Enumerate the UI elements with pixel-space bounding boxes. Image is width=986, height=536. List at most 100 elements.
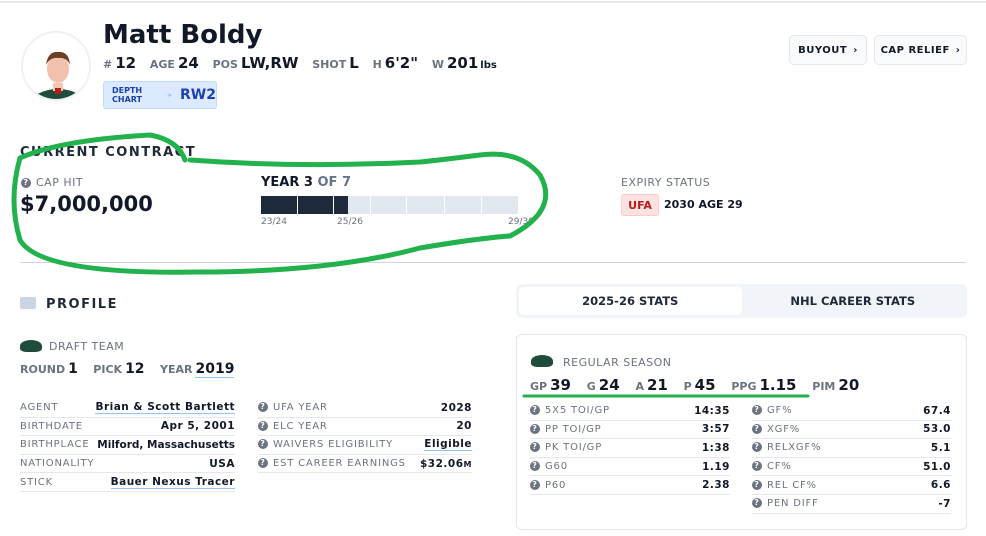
stick-link[interactable]: Bauer Nexus Tracer	[110, 475, 235, 489]
pick-value: 12	[125, 361, 145, 377]
help-icon[interactable]: ?	[258, 439, 268, 450]
buyout-button[interactable]: BUYOUT ›	[789, 35, 867, 65]
row-label: PK TOI/GP	[545, 442, 603, 454]
regular-season-label: REGULAR SEASON	[563, 356, 672, 369]
row-value: 51.0	[923, 460, 951, 473]
row-label: P60	[545, 479, 567, 491]
table-row: ? EST CAREER EARNINGS $32.06M	[258, 455, 472, 474]
help-icon[interactable]: ?	[530, 405, 540, 416]
row-unit: M	[463, 459, 472, 469]
weight-unit: lbs	[480, 60, 497, 71]
table-row: ? PEN DIFF -7	[752, 495, 951, 514]
depth-chart-label: DEPTH CHART	[112, 86, 143, 104]
row-label: G60	[545, 461, 568, 473]
row-value: Apr 5, 2001	[160, 420, 235, 433]
depth-chart-link[interactable]: DEPTH CHART ▸ RW2	[103, 81, 217, 109]
ppg-value: 1.15	[759, 376, 797, 394]
help-icon[interactable]: ?	[530, 461, 540, 472]
help-icon[interactable]: ?	[258, 458, 268, 469]
table-row: ? WAIVERS ELIGIBILITY Eligible	[258, 436, 472, 455]
depth-chart-value: RW2	[180, 87, 216, 103]
position-label: POS	[212, 58, 238, 71]
id-card-icon	[20, 297, 36, 309]
help-icon[interactable]: ?	[752, 461, 762, 472]
height-value: 6'2"	[384, 54, 419, 72]
help-icon[interactable]: ?	[258, 420, 268, 431]
tick-start: 23/24	[261, 217, 287, 227]
row-label: GF%	[767, 405, 793, 417]
tab-career-stats[interactable]: NHL CAREER STATS	[790, 294, 916, 308]
table-row: ? P60 2.38	[530, 476, 730, 495]
segment-fill	[261, 196, 297, 214]
row-label: PEN DIFF	[767, 498, 819, 510]
contract-year-segment	[333, 196, 370, 214]
help-icon[interactable]: ?	[752, 442, 762, 453]
table-row: ? ELC YEAR 20	[258, 418, 472, 437]
help-icon[interactable]: ?	[530, 442, 540, 453]
row-label: UFA YEAR	[273, 402, 328, 414]
year-of: OF 7	[317, 175, 351, 190]
draft-year-link[interactable]: 2019	[195, 361, 235, 378]
profile-table-left: AGENT Brian & Scott Bartlett BIRTHDATE Apr…	[20, 399, 235, 492]
tab-season-stats[interactable]: 2025-26 STATS	[519, 287, 742, 315]
row-value: 2028	[440, 401, 472, 414]
table-row: ? XGF% 53.0	[752, 421, 951, 440]
year-current: 3	[303, 175, 313, 190]
draft-team-label: DRAFT TEAM	[49, 340, 125, 353]
cap-hit-label: CAP HIT	[36, 176, 84, 189]
help-icon[interactable]: ?	[530, 423, 540, 434]
table-row: ? G60 1.19	[530, 458, 730, 477]
row-label: BIRTHPLACE	[20, 439, 90, 451]
round-label: ROUND	[20, 363, 66, 376]
row-label: AGENT	[20, 402, 59, 414]
stats-card	[516, 334, 967, 530]
table-row: ? UFA YEAR 2028	[258, 399, 472, 418]
help-icon[interactable]: ?	[530, 479, 540, 490]
section-divider	[20, 262, 966, 263]
profile-heading: PROFILE	[46, 297, 118, 312]
gp-label: GP	[530, 380, 548, 393]
table-row: ? REL CF% 6.6	[752, 476, 951, 495]
help-icon[interactable]: ?	[21, 178, 31, 188]
player-name: Matt Boldy	[103, 20, 263, 50]
row-value: 5.1	[930, 441, 951, 454]
waivers-link[interactable]: Eligible	[424, 438, 472, 452]
stats-table-right: ? GF% 67.4? XGF% 53.0? RELXGF% 5.1? CF% 51.0? REL…	[752, 402, 951, 514]
help-icon[interactable]: ?	[752, 423, 762, 434]
agent-link[interactable]: Brian & Scott Bartlett	[95, 401, 235, 415]
row-value: 6.6	[930, 479, 951, 492]
row-value: 1:38	[701, 441, 730, 454]
pick-label: PICK	[93, 363, 123, 376]
year-label: YEAR	[160, 363, 193, 376]
g-label: G	[586, 380, 596, 393]
contract-year-segment	[261, 196, 297, 214]
contract-year-segment	[370, 196, 407, 214]
stats-table-left: ? 5X5 TOI/GP 14:35? PP TOI/GP 3:57? PK TOI/GP…	[530, 402, 730, 495]
shot-value: L	[349, 54, 359, 72]
row-value: 1.19	[702, 460, 730, 473]
cap-relief-button[interactable]: CAP RELIEF ›	[874, 35, 967, 65]
help-icon[interactable]: ?	[752, 479, 762, 490]
row-value: 2.38	[702, 479, 730, 492]
row-value: $32.06	[420, 457, 464, 470]
contract-year-segment	[445, 196, 482, 214]
round-value: 1	[68, 361, 78, 377]
help-icon[interactable]: ?	[752, 405, 762, 416]
age-label: AGE	[149, 58, 175, 71]
help-icon[interactable]: ?	[258, 402, 268, 413]
table-row: ? CF% 51.0	[752, 458, 951, 477]
table-row: AGENT Brian & Scott Bartlett	[20, 399, 235, 418]
row-label: REL CF%	[767, 479, 817, 491]
annotation-circle	[11, 132, 549, 275]
row-value: 67.4	[923, 404, 951, 417]
age-value: 24	[177, 54, 199, 72]
top-border	[0, 1, 986, 3]
row-label: NATIONALITY	[20, 458, 95, 470]
gp-value: 39	[550, 376, 571, 394]
a-value: 21	[646, 376, 668, 394]
row-label: 5X5 TOI/GP	[545, 405, 610, 417]
pim-label: PIM	[812, 380, 836, 393]
table-row: ? PP TOI/GP 3:57	[530, 421, 730, 440]
help-icon[interactable]: ?	[752, 498, 762, 509]
